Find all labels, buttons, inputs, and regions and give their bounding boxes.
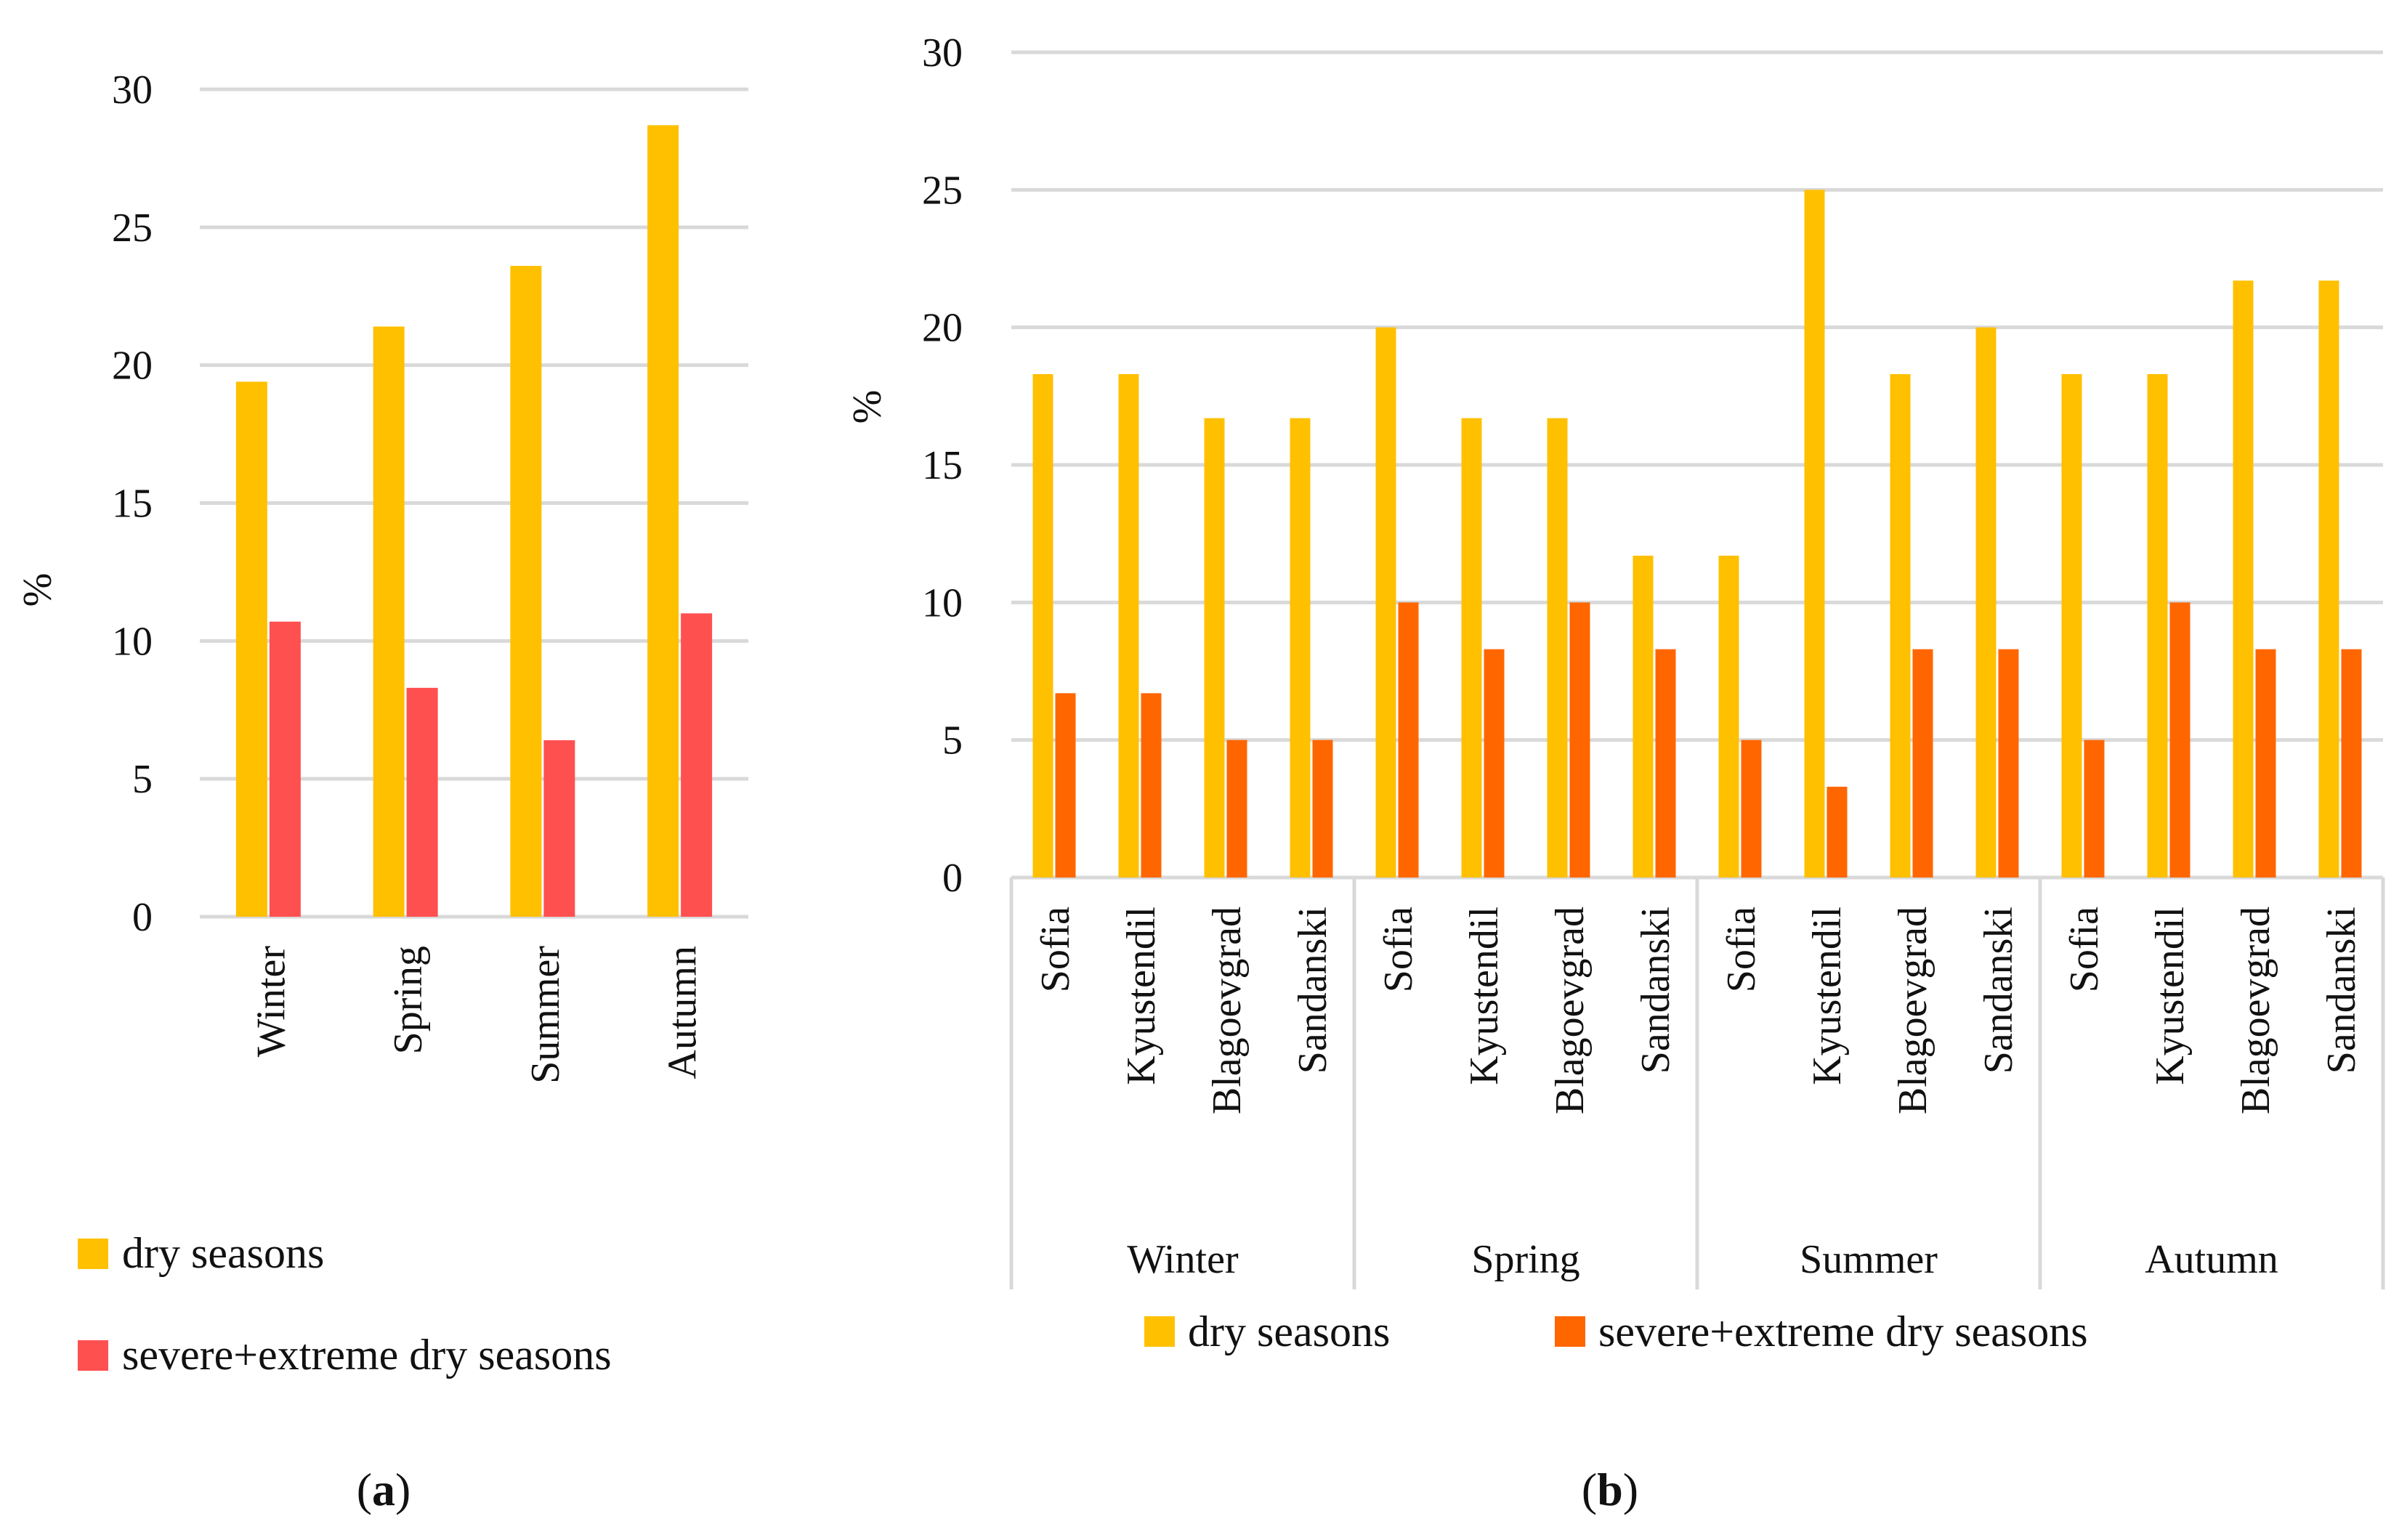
x-tick-label: Spring bbox=[386, 946, 431, 1054]
legend-label: severe+extreme dry seasons bbox=[1598, 1308, 2088, 1355]
y-tick-label: 20 bbox=[922, 306, 963, 351]
bar-dry-winter bbox=[235, 381, 267, 917]
x-tick-label: Blagoevgrad bbox=[2233, 907, 2278, 1114]
x-tick-label: Autumn bbox=[660, 946, 705, 1079]
bar-severe-spring-kyustendil bbox=[1484, 649, 1505, 878]
bar-severe-spring-sofia bbox=[1398, 602, 1419, 878]
bar-severe-winter-blagoevgrad bbox=[1226, 739, 1247, 878]
x-tick-label: Sofia bbox=[1033, 907, 1078, 992]
x-tick-label: Sofia bbox=[1719, 907, 1764, 992]
y-tick-label: 10 bbox=[112, 619, 153, 664]
bar-dry-summer-sandanski bbox=[1975, 327, 1997, 878]
x-tick-label: Blagoevgrad bbox=[1890, 907, 1935, 1114]
group-label: Autumn bbox=[2145, 1237, 2278, 1282]
chart-panel-b: 0 5 10 15 20 25 30% Sofia Kyustendil Blagoevgrad S… bbox=[845, 31, 2385, 1515]
x-tick-label: Sandanski bbox=[1976, 907, 2021, 1074]
y-tick-label: 5 bbox=[132, 757, 153, 802]
x-tick-label: Winter bbox=[248, 946, 294, 1058]
y-axis-label: % bbox=[15, 573, 60, 607]
panel-caption: (b) bbox=[1582, 1464, 1638, 1515]
y-tick-label: 15 bbox=[922, 443, 963, 488]
y-tick-label: 15 bbox=[112, 482, 153, 527]
y-tick-label: 5 bbox=[942, 718, 963, 763]
bar-severe-autumn-sofia bbox=[2084, 739, 2105, 878]
y-tick-label: 25 bbox=[112, 206, 153, 251]
bar-severe-summer-sofia bbox=[1741, 739, 1762, 878]
bar-dry-autumn bbox=[647, 125, 679, 917]
x-tick-label: Sofia bbox=[1376, 907, 1421, 992]
legend-swatch bbox=[1555, 1316, 1585, 1347]
group-label: Spring bbox=[1471, 1237, 1579, 1282]
bar-severe-autumn-kyustendil bbox=[2169, 602, 2190, 878]
bar-severe-summer bbox=[543, 740, 575, 917]
legend-swatch bbox=[78, 1340, 108, 1371]
x-tick-label: Blagoevgrad bbox=[1205, 907, 1250, 1114]
group-label: Summer bbox=[1800, 1237, 1938, 1282]
x-tick-label: Kyustendil bbox=[2148, 907, 2193, 1085]
bar-severe-summer-blagoevgrad bbox=[1912, 649, 1933, 878]
x-tick-label: Summer bbox=[523, 946, 568, 1084]
legend-label: dry seasons bbox=[122, 1229, 324, 1277]
legend-swatch bbox=[78, 1239, 108, 1269]
bar-dry-autumn-blagoevgrad bbox=[2233, 280, 2254, 878]
y-tick-label: 0 bbox=[132, 895, 153, 940]
bar-dry-summer-sofia bbox=[1718, 555, 1739, 878]
bar-dry-spring-kyustendil bbox=[1461, 418, 1482, 878]
bar-severe-winter bbox=[269, 621, 301, 917]
legend-label: dry seasons bbox=[1188, 1308, 1390, 1355]
bar-dry-spring-blagoevgrad bbox=[1547, 418, 1568, 878]
bar-severe-spring-sandanski bbox=[1655, 649, 1676, 878]
bar-severe-autumn bbox=[681, 613, 713, 917]
bar-dry-autumn-kyustendil bbox=[2147, 374, 2168, 878]
x-tick-label: Kyustendil bbox=[1805, 907, 1850, 1085]
y-tick-label: 0 bbox=[942, 856, 963, 901]
bar-severe-summer-kyustendil bbox=[1827, 787, 1848, 878]
x-tick-label: Sandanski bbox=[1633, 907, 1678, 1074]
group-label: Winter bbox=[1127, 1237, 1239, 1282]
x-tick-label: Sofia bbox=[2062, 907, 2107, 992]
legend-swatch bbox=[1144, 1316, 1175, 1347]
y-tick-label: 20 bbox=[112, 344, 153, 389]
y-tick-label: 25 bbox=[922, 168, 963, 213]
legend-label: severe+extreme dry seasons bbox=[122, 1331, 612, 1379]
x-tick-label: Sandanski bbox=[2319, 907, 2364, 1074]
chart-panel-a: 0 5 10 15 20 25 30% Winter Spring Summer Autumn dry… bbox=[15, 68, 748, 1515]
bar-severe-autumn-sandanski bbox=[2341, 649, 2362, 878]
bar-severe-spring-blagoevgrad bbox=[1569, 602, 1590, 878]
bar-dry-autumn-sandanski bbox=[2318, 280, 2339, 878]
y-tick-label: 10 bbox=[922, 580, 963, 625]
bar-severe-winter-sofia bbox=[1055, 693, 1076, 878]
bar-severe-autumn-blagoevgrad bbox=[2255, 649, 2276, 878]
bar-dry-winter-sofia bbox=[1032, 374, 1053, 878]
x-tick-label: Blagoevgrad bbox=[1548, 907, 1593, 1114]
x-tick-label: Sandanski bbox=[1290, 907, 1335, 1074]
bar-dry-winter-blagoevgrad bbox=[1204, 418, 1225, 878]
bar-severe-summer-sandanski bbox=[1998, 649, 2019, 878]
bar-dry-spring-sofia bbox=[1375, 327, 1396, 878]
bar-severe-winter-sandanski bbox=[1312, 739, 1333, 878]
y-axis-label: % bbox=[845, 390, 890, 424]
bar-dry-summer-kyustendil bbox=[1804, 190, 1825, 878]
bar-dry-winter-kyustendil bbox=[1118, 374, 1139, 878]
x-tick-label: Kyustendil bbox=[1119, 907, 1164, 1085]
x-tick-label: Kyustendil bbox=[1462, 907, 1507, 1085]
panel-caption: (a) bbox=[357, 1464, 411, 1515]
bar-dry-spring bbox=[373, 326, 405, 917]
bar-dry-spring-sandanski bbox=[1633, 555, 1654, 878]
y-tick-label: 30 bbox=[112, 68, 153, 113]
bar-severe-winter-kyustendil bbox=[1141, 693, 1162, 878]
bar-dry-autumn-sofia bbox=[2061, 374, 2082, 878]
bar-severe-spring bbox=[406, 687, 438, 917]
bar-dry-winter-sandanski bbox=[1290, 418, 1311, 878]
bar-dry-summer-blagoevgrad bbox=[1890, 374, 1911, 878]
y-tick-label: 30 bbox=[922, 31, 963, 76]
bar-dry-summer bbox=[510, 265, 542, 917]
